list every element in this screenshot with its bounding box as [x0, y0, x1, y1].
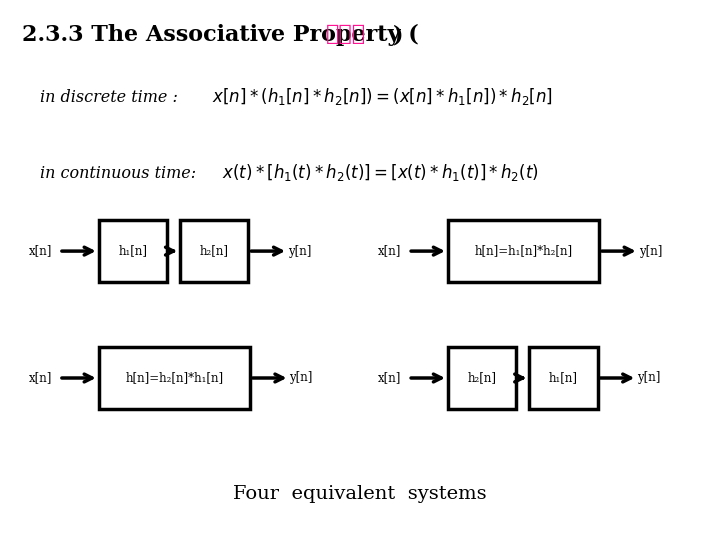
Bar [448, 220, 599, 282]
Text: y[n]: y[n] [639, 245, 662, 258]
Bar [448, 347, 516, 409]
Text: h₁[n]: h₁[n] [118, 245, 148, 258]
Text: x[n]: x[n] [378, 245, 401, 258]
Text: h₂[n]: h₂[n] [467, 372, 497, 384]
Text: h₁[n]: h₁[n] [549, 372, 578, 384]
Text: y[n]: y[n] [637, 372, 660, 384]
Text: 结合律: 结合律 [326, 24, 366, 44]
Text: x[n]: x[n] [29, 245, 52, 258]
Bar [529, 347, 598, 409]
Text: in continuous time:: in continuous time: [40, 165, 196, 181]
Bar [180, 220, 248, 282]
Bar [99, 347, 250, 409]
Text: 2.3.3 The Associative Property (: 2.3.3 The Associative Property ( [22, 24, 418, 46]
Text: y[n]: y[n] [288, 245, 311, 258]
Text: in discrete time :: in discrete time : [40, 89, 183, 106]
Text: h₂[n]: h₂[n] [199, 245, 229, 258]
Text: x[n]: x[n] [378, 372, 401, 384]
Text: $x[n]*(h_1[n]*h_2[n]) = (x[n]*h_1[n])*h_2[n]$: $x[n]*(h_1[n]*h_2[n]) = (x[n]*h_1[n])*h_… [212, 86, 554, 107]
Text: y[n]: y[n] [289, 372, 312, 384]
Bar [99, 220, 167, 282]
Text: h[n]=h₁[n]*h₂[n]: h[n]=h₁[n]*h₂[n] [474, 245, 572, 258]
Text: Four  equivalent  systems: Four equivalent systems [233, 485, 487, 503]
Text: $x(t)*[h_1(t)*h_2(t)] = [x(t)*h_1(t)]*h_2(t)$: $x(t)*[h_1(t)*h_2(t)] = [x(t)*h_1(t)]*h_… [222, 162, 539, 183]
Text: ): ) [393, 24, 404, 46]
Text: h[n]=h₂[n]*h₁[n]: h[n]=h₂[n]*h₁[n] [125, 372, 223, 384]
Text: x[n]: x[n] [29, 372, 52, 384]
